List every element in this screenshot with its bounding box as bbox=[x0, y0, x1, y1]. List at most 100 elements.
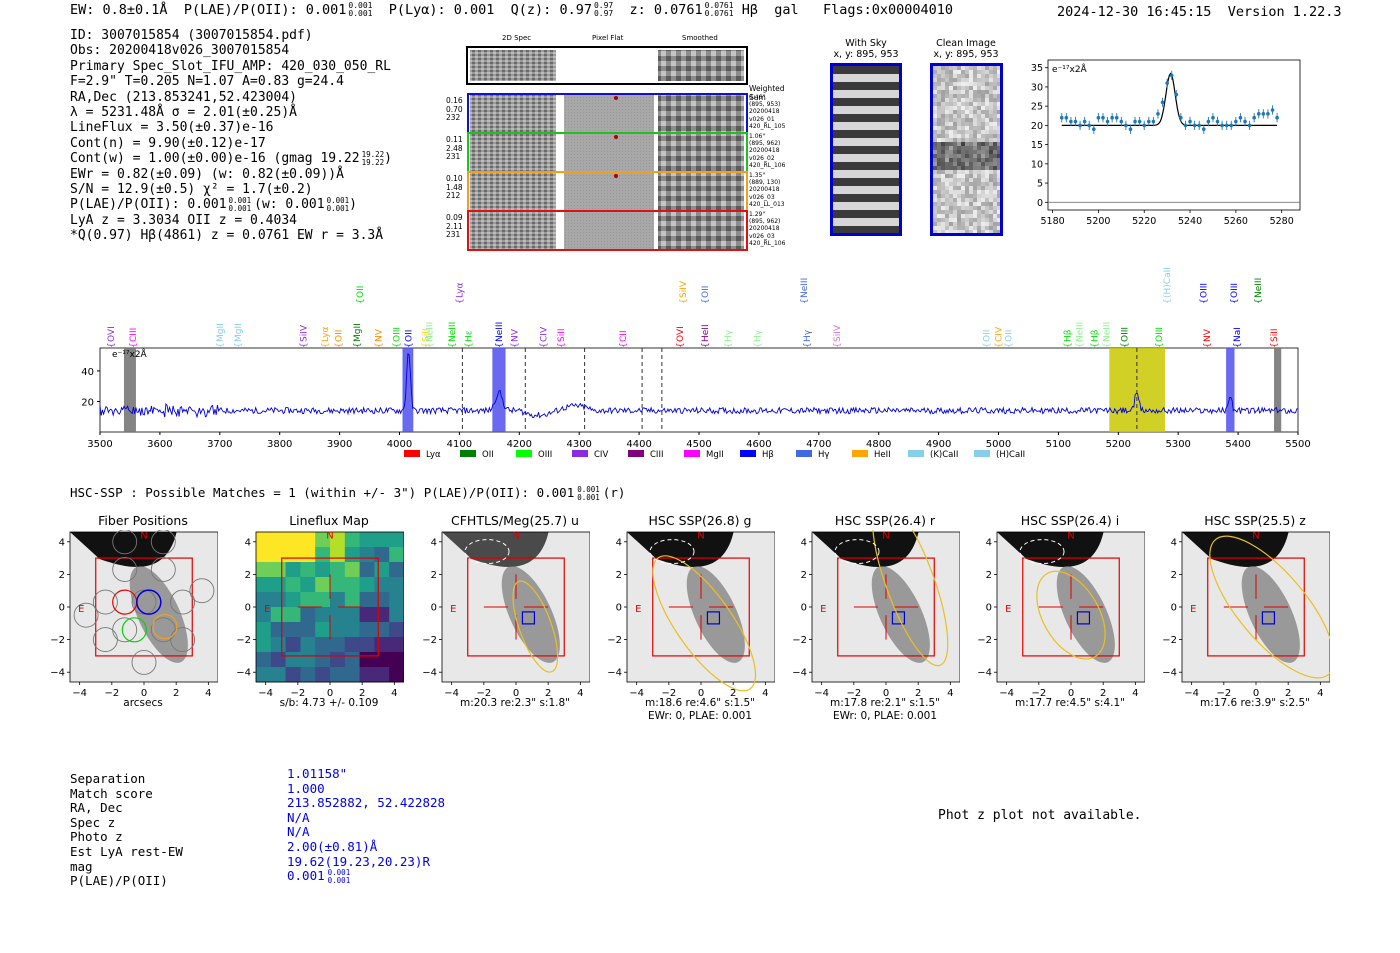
clean-pixel bbox=[981, 170, 985, 174]
clean-pixel bbox=[993, 194, 997, 198]
clean-pixel bbox=[949, 106, 953, 110]
clean-pixel bbox=[989, 142, 993, 146]
clean-pixel bbox=[957, 158, 961, 162]
clean-pixel bbox=[957, 70, 961, 74]
clean-pixel bbox=[949, 182, 953, 186]
panel-xtick-label: 4 bbox=[1317, 688, 1323, 699]
legend-swatch bbox=[908, 450, 924, 457]
panel-ytick-label: 4 bbox=[431, 537, 437, 548]
clean-pixel bbox=[949, 74, 953, 78]
lineflux-pixel bbox=[344, 622, 361, 638]
zoom-data-point bbox=[1192, 123, 1197, 128]
panel-xtick-label: −4 bbox=[814, 688, 829, 699]
clean-pixel bbox=[981, 150, 985, 154]
clean-pixel bbox=[985, 82, 989, 86]
panel-caption: m:18.6 re:4.6" s:1.5" bbox=[645, 697, 755, 709]
clean-pixel bbox=[945, 154, 949, 158]
clean-pixel bbox=[981, 174, 985, 178]
clean-pixel bbox=[941, 82, 945, 86]
clean-pixel bbox=[937, 146, 941, 150]
clean-pixel bbox=[985, 186, 989, 190]
clean-pixel bbox=[957, 142, 961, 146]
panel-ytick-label: −4 bbox=[50, 668, 65, 679]
lineflux-pixel bbox=[300, 652, 316, 668]
zoom-data-point bbox=[1215, 119, 1220, 124]
lineflux-pixel bbox=[389, 592, 404, 608]
fiber-meta-line: 1.06" bbox=[749, 133, 766, 140]
lineflux-pixel bbox=[330, 547, 346, 563]
lineflux-pixel bbox=[256, 592, 272, 608]
clean-pixel bbox=[941, 202, 945, 206]
clean-pixel bbox=[937, 154, 941, 158]
clean-pixel bbox=[953, 150, 957, 154]
panel-caption: EWr: 0, PLAE: 0.001 bbox=[832, 710, 938, 722]
clean-pixel bbox=[933, 134, 937, 138]
clean-pixel bbox=[969, 150, 973, 154]
lineflux-pixel bbox=[270, 547, 287, 563]
clean-pixel bbox=[981, 222, 985, 226]
panel-ytick-label: −2 bbox=[607, 635, 622, 646]
clean-pixel bbox=[993, 182, 997, 186]
clean-pixel bbox=[981, 122, 985, 126]
clean-pixel bbox=[981, 78, 985, 82]
clean-pixel bbox=[977, 194, 981, 198]
lineflux-pixel bbox=[344, 562, 361, 578]
clean-pixel bbox=[977, 78, 981, 82]
lineflux-pixel bbox=[359, 607, 375, 623]
source-marker bbox=[1261, 611, 1276, 625]
col-header-smoothed: Smoothed bbox=[682, 34, 718, 42]
zoom-data-point bbox=[1188, 119, 1192, 124]
clean-pixel bbox=[997, 186, 1001, 190]
clean-pixel bbox=[985, 74, 989, 78]
spectrum-label-brace: { bbox=[448, 342, 458, 348]
zoom-data-point bbox=[1110, 115, 1114, 120]
clean-pixel bbox=[989, 206, 993, 210]
clean-pixel bbox=[993, 74, 997, 78]
col-header-2dspec: 2D Spec bbox=[502, 34, 532, 42]
clean-pixel bbox=[941, 190, 945, 194]
clean-pixel bbox=[945, 230, 949, 234]
clean-pixel bbox=[973, 94, 977, 98]
clean-pixel bbox=[957, 162, 961, 166]
imaging-panel-1: N E −4 −4 −2 −2 0 0 2 2 4 4 bbox=[236, 531, 404, 699]
sky-stripe bbox=[833, 98, 899, 106]
imaging-panel-2: N E −4 −4 −2 −2 0 0 2 2 4 4 bbox=[422, 531, 590, 699]
clean-pixel bbox=[973, 78, 977, 82]
clean-pixel bbox=[961, 138, 965, 142]
zoom-data-point bbox=[1243, 119, 1247, 124]
info-lyaz: LyA z = 3.3034 OII z = 0.4034 bbox=[70, 212, 297, 228]
spectrum-xtick-label: 4900 bbox=[926, 439, 951, 450]
clean-pixel bbox=[945, 122, 949, 126]
clean-pixel bbox=[957, 110, 961, 114]
clean-pixel bbox=[977, 74, 981, 78]
lineflux-pixel bbox=[330, 652, 346, 668]
clean-pixel bbox=[949, 94, 953, 98]
clean-pixel bbox=[933, 194, 937, 198]
spectrum-band bbox=[492, 348, 506, 432]
spectrum-line-label: OIII bbox=[1120, 327, 1130, 342]
clean-pixel bbox=[965, 194, 969, 198]
match-labels: Separation Match score RA, Dec Spec z Ph… bbox=[70, 771, 183, 889]
clean-pixel bbox=[957, 154, 961, 158]
fiber-1-2dspec bbox=[470, 134, 556, 171]
clean-pixel bbox=[989, 70, 993, 74]
zoom-data-point bbox=[1252, 115, 1256, 120]
clean-pixel bbox=[993, 138, 997, 142]
sky-stripe bbox=[833, 202, 899, 210]
panel-title: CFHTLS/Meg(25.7) u bbox=[451, 513, 579, 528]
clean-pixel bbox=[941, 154, 945, 158]
clean-pixel bbox=[957, 78, 961, 82]
clean-pixel bbox=[989, 130, 993, 134]
zoom-data-point bbox=[1128, 127, 1133, 132]
clean-pixel bbox=[941, 158, 945, 162]
clean-pixel bbox=[949, 126, 953, 130]
fiber-2-smoothed bbox=[658, 173, 744, 210]
lineflux-pixel bbox=[359, 592, 375, 608]
spectrum-label-brace: { bbox=[300, 342, 310, 348]
neighbor-ellipse bbox=[1019, 539, 1065, 565]
fiber-meta-line: 20200418 bbox=[749, 108, 780, 116]
clean-pixel bbox=[949, 206, 953, 210]
panel-ytick-label: 4 bbox=[986, 537, 992, 548]
spectrum-label-brace: { bbox=[129, 342, 139, 348]
fiber-meta-line: (889, 130) bbox=[749, 179, 781, 187]
